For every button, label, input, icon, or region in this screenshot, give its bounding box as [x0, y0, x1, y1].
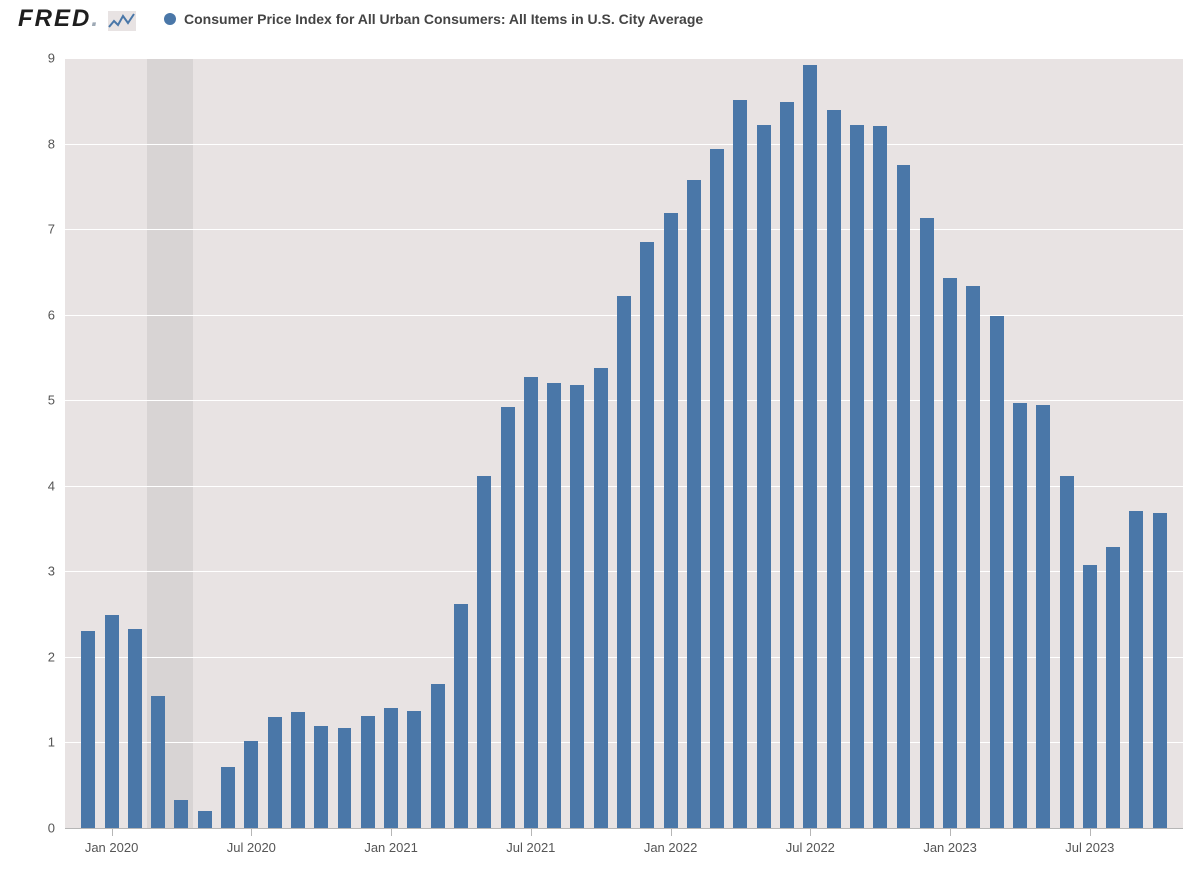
bar [664, 213, 678, 828]
bar [338, 728, 352, 828]
bar [221, 767, 235, 828]
bar [501, 407, 515, 828]
x-tick [1090, 828, 1091, 836]
bar [244, 741, 258, 828]
bar [920, 218, 934, 828]
bar [1153, 513, 1167, 828]
chart-container: FRED. Consumer Price Index for All Urban… [0, 0, 1200, 871]
x-tick-label: Jan 2023 [923, 840, 977, 855]
chart-header: FRED. Consumer Price Index for All Urban… [0, 0, 1200, 38]
x-tick-label: Jul 2020 [227, 840, 276, 855]
x-tick [112, 828, 113, 836]
bar [710, 149, 724, 828]
y-tick-label: 6 [25, 307, 65, 322]
bar [198, 811, 212, 828]
bar [431, 684, 445, 828]
bar [547, 383, 561, 828]
y-tick-label: 4 [25, 478, 65, 493]
bar [151, 696, 165, 828]
x-tick-label: Jan 2020 [85, 840, 139, 855]
bar [1106, 547, 1120, 828]
y-tick-label: 5 [25, 393, 65, 408]
brand-logo: FRED. [18, 5, 100, 33]
bar [1129, 511, 1143, 828]
y-tick-label: 9 [25, 51, 65, 66]
bar [617, 296, 631, 828]
legend-dot-icon [164, 13, 176, 25]
bar [128, 629, 142, 828]
x-tick-label: Jul 2023 [1065, 840, 1114, 855]
y-tick-label: 7 [25, 222, 65, 237]
bar [105, 615, 119, 828]
bar [570, 385, 584, 828]
bar [803, 65, 817, 828]
bar [477, 476, 491, 828]
bar [966, 286, 980, 828]
bar [524, 377, 538, 828]
y-tick-label: 1 [25, 735, 65, 750]
y-tick-label: 2 [25, 649, 65, 664]
x-tick-label: Jul 2021 [506, 840, 555, 855]
line-chart-icon [108, 11, 136, 31]
bar [594, 368, 608, 828]
y-tick-label: 8 [25, 136, 65, 151]
x-tick [531, 828, 532, 836]
bar [1060, 476, 1074, 828]
bar [454, 604, 468, 828]
bar [268, 717, 282, 828]
y-tick-label: 3 [25, 564, 65, 579]
y-tick-label: 0 [25, 821, 65, 836]
plot-area: 0123456789 [65, 58, 1183, 828]
bar [1013, 403, 1027, 828]
legend: Consumer Price Index for All Urban Consu… [164, 11, 703, 27]
brand-dot: . [91, 5, 100, 32]
bar [943, 278, 957, 828]
bar [990, 316, 1004, 828]
bar [1083, 565, 1097, 829]
x-tick [391, 828, 392, 836]
bar [291, 712, 305, 828]
bar [873, 126, 887, 828]
bar [757, 125, 771, 828]
bar [361, 716, 375, 828]
brand-name: FRED [18, 5, 91, 32]
bar [384, 708, 398, 828]
x-tick-label: Jul 2022 [786, 840, 835, 855]
x-axis: Jan 2020 Jul 2020 Jan 2021 Jul 2021 Jan 2022… [65, 828, 1183, 868]
bar [897, 165, 911, 828]
bar [687, 180, 701, 829]
chart-body: Percent Change from Year Ago 0123456789 … [0, 38, 1200, 871]
x-tick-label: Jan 2022 [644, 840, 698, 855]
x-tick-label: Jan 2021 [364, 840, 418, 855]
x-tick [251, 828, 252, 836]
bar [640, 242, 654, 828]
bar [827, 110, 841, 828]
x-tick [810, 828, 811, 836]
bar [850, 125, 864, 828]
bar [1036, 405, 1050, 828]
bar [174, 800, 188, 828]
bar [407, 711, 421, 828]
bar [780, 102, 794, 828]
legend-label: Consumer Price Index for All Urban Consu… [184, 11, 703, 27]
bar [314, 726, 328, 828]
x-tick [950, 828, 951, 836]
bar [733, 100, 747, 828]
bars-layer [65, 58, 1183, 828]
bar [81, 631, 95, 828]
x-tick [671, 828, 672, 836]
